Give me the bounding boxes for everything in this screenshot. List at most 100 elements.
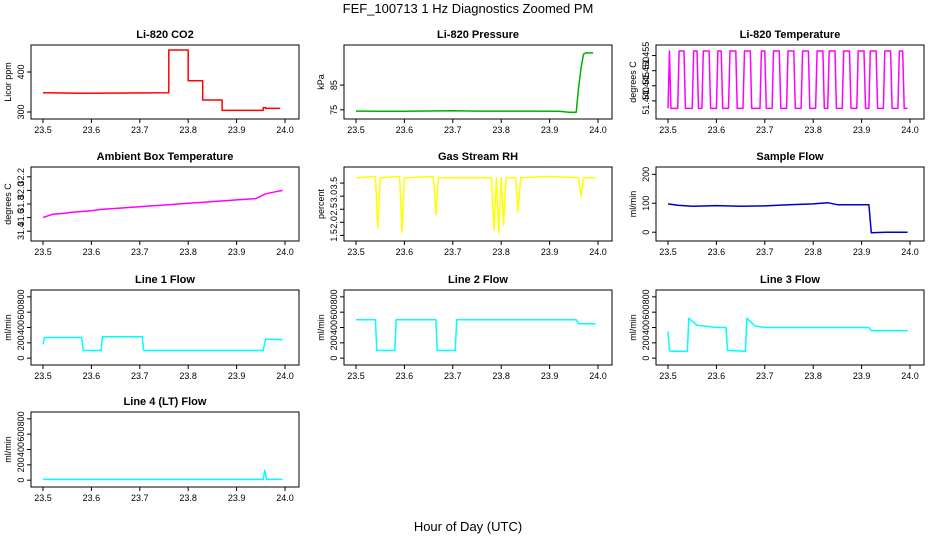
y-tick-label: 2.5	[329, 203, 339, 216]
y-tick-label: 200	[16, 335, 26, 350]
x-tick-label: 23.9	[853, 247, 871, 257]
x-tick-label: 23.5	[34, 125, 52, 135]
x-tick-label: 23.7	[131, 125, 149, 135]
y-tick-label: 200	[641, 335, 651, 350]
data-series-line	[42, 189, 283, 219]
panel-title: Gas Stream RH	[438, 151, 518, 163]
plot-frame	[343, 289, 613, 366]
x-tick-label: 23.8	[804, 247, 822, 257]
figure-xlabel: Hour of Day (UTC)	[414, 519, 522, 534]
x-tick-label: 23.8	[179, 125, 197, 135]
data-series-line	[42, 335, 283, 352]
y-tick-label: 400	[16, 64, 26, 79]
y-tick-label: 2.0	[329, 216, 339, 229]
x-tick-label: 23.6	[708, 371, 726, 381]
x-tick-label: 23.8	[804, 125, 822, 135]
x-tick-label: 23.7	[131, 493, 149, 503]
plot-frame	[655, 44, 925, 120]
x-tick-label: 23.8	[179, 247, 197, 257]
y-axis-label: ml/min	[3, 436, 13, 463]
y-tick-label: 0	[16, 478, 26, 483]
x-tick-label: 24.0	[901, 125, 919, 135]
figure-title: FEF_100713 1 Hz Diagnostics Zoomed PM	[343, 1, 594, 16]
panel-title: Line 3 Flow	[760, 274, 820, 286]
y-axis-label: Licor ppm	[3, 62, 13, 102]
x-tick-label: 23.5	[347, 125, 365, 135]
plot-frame	[30, 289, 300, 366]
y-tick-label: 31.4	[16, 222, 26, 240]
x-tick-label: 23.5	[659, 125, 677, 135]
x-tick-label: 23.8	[492, 247, 510, 257]
x-tick-label: 23.6	[396, 125, 414, 135]
y-tick-label: 0	[16, 356, 26, 361]
panel-6: Sample Flow ml/min 23.5 23.6 23.7 23.8 23.9 24.…	[628, 151, 925, 257]
panel-7: Line 1 Flow ml/min 23.5 23.6 23.7 23.8 23.9 24.…	[3, 274, 300, 381]
y-tick-label: 800	[329, 289, 339, 304]
x-tick-label: 23.7	[444, 125, 462, 135]
plot-frame	[30, 166, 300, 242]
y-tick-label: 51.450	[641, 57, 651, 85]
x-tick-label: 24.0	[589, 125, 607, 135]
x-tick-label: 23.6	[83, 371, 101, 381]
data-series-line	[356, 319, 596, 352]
data-series-line	[667, 50, 908, 110]
y-tick-label: 800	[16, 289, 26, 304]
x-tick-label: 23.9	[853, 371, 871, 381]
x-tick-label: 23.7	[756, 371, 774, 381]
x-tick-label: 24.0	[276, 371, 294, 381]
x-tick-label: 23.6	[396, 371, 414, 381]
x-tick-label: 23.9	[541, 371, 559, 381]
x-tick-label: 23.6	[708, 247, 726, 257]
x-tick-label: 23.5	[347, 247, 365, 257]
x-tick-label: 23.5	[659, 247, 677, 257]
y-axis-label: ml/min	[316, 314, 326, 341]
data-series-line	[43, 469, 283, 481]
x-tick-label: 23.5	[34, 493, 52, 503]
y-tick-label: 31.6	[16, 209, 26, 227]
y-axis-label: kPa	[316, 74, 326, 90]
data-series-line	[355, 52, 594, 114]
y-tick-label: 300	[16, 104, 26, 119]
y-axis-label: ml/min	[628, 314, 638, 341]
y-tick-label: 32.2	[16, 168, 26, 186]
x-tick-label: 24.0	[901, 371, 919, 381]
panel-grid: Li-820 CO2 Licor ppm 23.5 23.6 23.7 23.8 23.9 2…	[3, 29, 925, 503]
x-tick-label: 23.9	[853, 125, 871, 135]
x-tick-label: 23.9	[541, 247, 559, 257]
panel-title: Li-820 Temperature	[740, 29, 841, 41]
y-tick-label: 51.445	[641, 72, 651, 100]
y-tick-label: 400	[329, 320, 339, 335]
panel-10: Line 4 (LT) Flow ml/min 23.5 23.6 23.7 23.8 23…	[3, 396, 300, 503]
x-tick-label: 23.6	[708, 125, 726, 135]
y-tick-label: 0	[641, 356, 651, 361]
panel-title: Li-820 Pressure	[437, 29, 519, 41]
panel-3: Li-820 Temperature degrees C 23.5 23.6 23.7 2…	[628, 29, 925, 135]
x-tick-label: 23.6	[83, 493, 101, 503]
x-tick-label: 24.0	[589, 371, 607, 381]
y-tick-label: 51.440	[641, 87, 651, 115]
y-tick-label: 200	[641, 167, 651, 182]
y-tick-label: 600	[16, 305, 26, 320]
x-tick-label: 23.7	[756, 247, 774, 257]
y-tick-label: 600	[16, 427, 26, 442]
y-tick-label: 32.0	[16, 182, 26, 200]
y-axis-label: degrees C	[628, 61, 638, 103]
y-axis-label: ml/min	[3, 314, 13, 341]
y-tick-label: 400	[16, 442, 26, 457]
panel-title: Line 1 Flow	[135, 274, 195, 286]
panel-title: Line 4 (LT) Flow	[124, 396, 207, 408]
y-tick-label: 85	[329, 80, 339, 90]
x-tick-label: 24.0	[276, 493, 294, 503]
panel-title: Li-820 CO2	[136, 29, 193, 41]
y-tick-label: 100	[641, 196, 651, 211]
data-series-line	[42, 49, 281, 112]
y-tick-label: 3.0	[329, 190, 339, 203]
y-tick-label: 600	[329, 305, 339, 320]
data-series-line	[667, 317, 908, 353]
y-tick-label: 200	[329, 335, 339, 350]
x-tick-label: 23.5	[34, 371, 52, 381]
panel-2: Li-820 Pressure kPa 23.5 23.6 23.7 23.8 23.9 24…	[316, 29, 613, 135]
x-tick-label: 23.7	[444, 247, 462, 257]
panel-4: Ambient Box Temperature degrees C 23.5 23.6…	[3, 151, 300, 257]
